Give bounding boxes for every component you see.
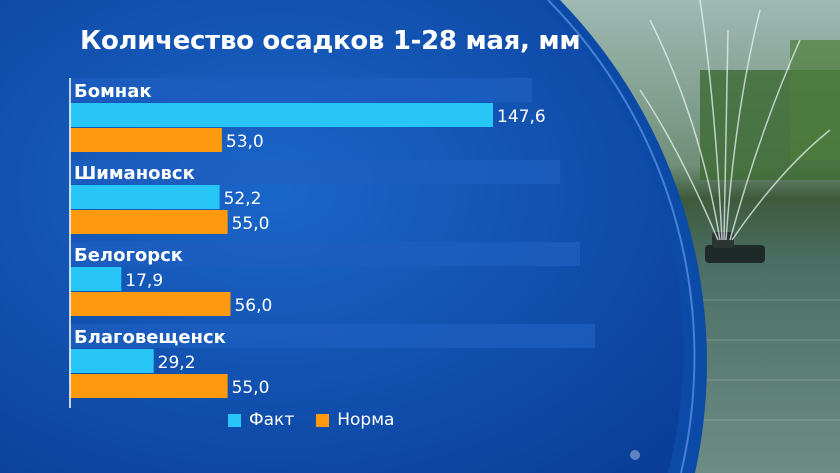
legend-item-norm: Норма <box>316 410 394 430</box>
category-band <box>70 160 560 184</box>
category-label: Шимановск <box>74 163 195 184</box>
category-band <box>70 324 595 348</box>
bar-fact <box>70 185 220 209</box>
category-band <box>70 78 532 102</box>
data-label-fact: 147,6 <box>497 107 546 127</box>
category-label: Бомнак <box>74 81 152 102</box>
chart-title: Количество осадков 1-28 мая, мм <box>80 26 581 56</box>
bar-fact <box>70 103 493 127</box>
legend-label-norm: Норма <box>337 410 395 430</box>
data-label-norm: 56,0 <box>234 296 272 316</box>
channel-watermark-dot <box>630 450 640 460</box>
category-label: Белогорск <box>74 245 183 266</box>
data-label-norm: 55,0 <box>232 214 270 234</box>
bar-norm <box>70 374 228 398</box>
category-band <box>70 242 580 266</box>
data-label-fact: 29,2 <box>158 353 196 373</box>
bar-norm <box>70 128 222 152</box>
bar-fact <box>70 349 154 373</box>
bar-norm <box>70 210 228 234</box>
legend-item-fact: Факт <box>228 410 294 430</box>
bar-fact <box>70 267 122 291</box>
category-label: Благовещенск <box>74 327 226 348</box>
legend-label-fact: Факт <box>249 410 295 430</box>
data-label-fact: 17,9 <box>125 271 163 291</box>
data-label-norm: 55,0 <box>232 378 270 398</box>
bar-norm <box>70 292 231 316</box>
data-label-fact: 52,2 <box>224 189 262 209</box>
legend-swatch-fact <box>228 413 241 427</box>
chart-legend: Факт Норма <box>228 410 404 430</box>
data-label-norm: 53,0 <box>226 132 264 152</box>
legend-swatch-norm <box>316 413 330 427</box>
